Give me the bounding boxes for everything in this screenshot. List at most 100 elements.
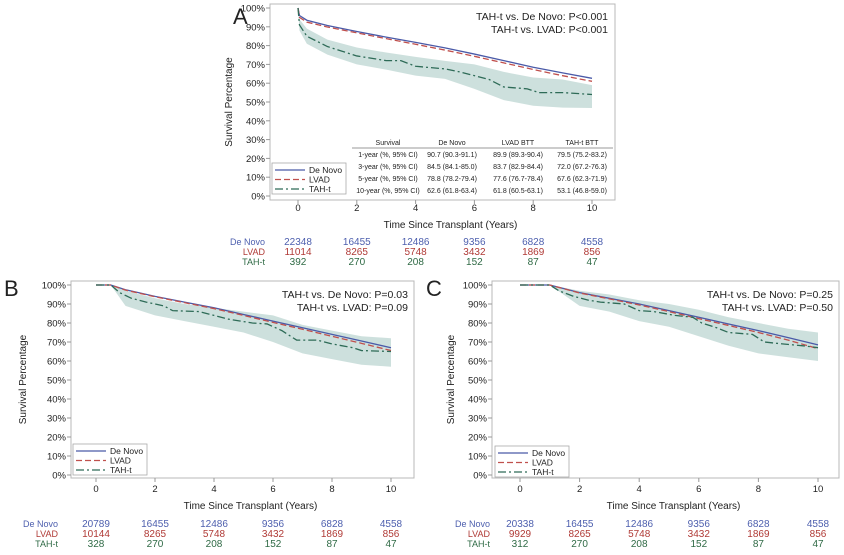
p-value-text: TAH-t vs. LVAD: P=0.50: [722, 302, 833, 314]
y-axis-title: Survival Percentage: [18, 334, 29, 424]
x-tick-label: 6: [696, 484, 701, 495]
at-risk-value: 1869: [747, 529, 770, 540]
at-risk-value: 856: [383, 529, 400, 540]
at-risk-value: 328: [88, 539, 105, 550]
y-tick-label: 40%: [468, 395, 488, 406]
at-risk-value: 5748: [404, 247, 427, 258]
number-at-risk-table: De Novo 20789 16455 12486 9356 6828 4558 LVAD 10…: [23, 519, 403, 550]
at-risk-value: 208: [206, 539, 223, 550]
panel-label: C: [426, 276, 442, 301]
x-tick-label: 0: [517, 484, 522, 495]
legend-label: TAH-t: [309, 184, 331, 194]
x-tick-label: 0: [93, 484, 98, 495]
x-tick-label: 4: [413, 203, 418, 214]
at-risk-value: 208: [407, 257, 424, 268]
at-risk-value: 6828: [522, 237, 545, 248]
legend-label: De Novo: [532, 448, 565, 458]
x-tick-label: 8: [329, 484, 334, 495]
y-tick-label: 10%: [47, 452, 67, 463]
at-risk-value: 1869: [321, 529, 344, 540]
table-cell: 78.8 (78.2-79.4): [427, 176, 477, 183]
at-risk-value: 856: [584, 247, 601, 258]
x-tick-label: 10: [587, 203, 598, 214]
at-risk-value: 22348: [284, 237, 312, 248]
p-value-text: TAH-t vs. De Novo: P=0.25: [707, 289, 833, 301]
panel-label: A: [233, 4, 248, 29]
y-tick-label: 20%: [47, 433, 67, 444]
at-risk-label: LVAD: [36, 529, 59, 539]
table-cell: 89.9 (89.3-90.4): [493, 152, 543, 159]
at-risk-value: 16455: [141, 519, 169, 530]
at-risk-value: 87: [528, 257, 540, 268]
at-risk-value: 4558: [380, 519, 403, 530]
at-risk-label: LVAD: [468, 529, 491, 539]
at-risk-value: 87: [326, 539, 338, 550]
at-risk-value: 16455: [566, 519, 594, 530]
y-tick-label: 50%: [246, 98, 266, 109]
at-risk-value: 3432: [262, 529, 285, 540]
at-risk-value: 11014: [284, 247, 312, 258]
y-tick-label: 70%: [246, 60, 266, 71]
series-line-lvad: [297, 7, 593, 82]
at-risk-value: 9356: [262, 519, 285, 530]
ci-band-tah-t: [298, 8, 592, 109]
at-risk-value: 12486: [625, 519, 653, 530]
y-tick-label: 30%: [47, 414, 67, 425]
legend-label: TAH-t: [532, 467, 554, 477]
legend-box: [72, 443, 148, 476]
table-header: TAH-t BTT: [566, 140, 600, 147]
y-tick-label: 10%: [246, 173, 266, 184]
x-tick-label: 2: [354, 203, 359, 214]
at-risk-value: 3432: [688, 529, 711, 540]
p-value-text: TAH-t vs. LVAD: P=0.09: [297, 302, 408, 314]
survival-table: Survival De Novo LVAD BTT TAH-t BTT 1-year (…: [352, 140, 613, 195]
y-tick-label: 90%: [47, 300, 67, 311]
at-risk-value: 270: [147, 539, 164, 550]
y-tick-label: 0%: [52, 471, 66, 482]
at-risk-value: 152: [690, 539, 707, 550]
legend-box: [271, 162, 347, 195]
y-tick-label: 80%: [246, 41, 266, 52]
x-tick-label: 6: [472, 203, 477, 214]
y-tick-label: 90%: [246, 22, 266, 33]
at-risk-value: 3432: [463, 247, 486, 258]
y-tick-label: 100%: [463, 281, 488, 292]
y-tick-label: 60%: [47, 357, 67, 368]
series-line-tah-t: [297, 7, 593, 96]
at-risk-value: 16455: [343, 237, 371, 248]
y-tick-label: 80%: [468, 319, 488, 330]
at-risk-value: 6828: [747, 519, 770, 530]
table-cell: 83.7 (82.9-84.4): [493, 164, 543, 171]
y-tick-label: 30%: [468, 414, 488, 425]
at-risk-value: 8265: [346, 247, 369, 258]
y-tick-label: 0%: [473, 471, 487, 482]
table-cell: 10-year (%, 95% CI): [356, 188, 419, 195]
y-tick-label: 80%: [47, 319, 67, 330]
table-cell: 62.6 (61.8-63.4): [427, 188, 477, 195]
table-cell: 67.6 (62.3-71.9): [557, 176, 607, 183]
at-risk-value: 270: [348, 257, 365, 268]
x-axis-title: Time Since Transplant (Years): [184, 501, 318, 512]
at-risk-value: 152: [265, 539, 282, 550]
number-at-risk-table: De Novo 20338 16455 12486 9356 6828 4558 LVAD 99…: [455, 519, 830, 550]
at-risk-value: 47: [385, 539, 397, 550]
y-tick-label: 40%: [47, 395, 67, 406]
at-risk-value: 270: [571, 539, 588, 550]
at-risk-value: 20789: [82, 519, 110, 530]
table-cell: 1-year (%, 95% CI): [358, 152, 418, 159]
y-axis-title: Survival Percentage: [446, 334, 457, 424]
series-line-lvad: [520, 284, 819, 350]
table-cell: 77.6 (76.7-78.4): [493, 176, 543, 183]
legend-label: TAH-t: [110, 465, 132, 475]
at-risk-value: 4558: [807, 519, 830, 530]
y-tick-label: 20%: [246, 154, 266, 165]
x-tick-label: 0: [295, 203, 300, 214]
table-cell: 84.5 (84.1-85.0): [427, 164, 477, 171]
table-cell: 53.1 (46.8-59.0): [557, 188, 607, 195]
series-line-tah-t: [520, 284, 819, 349]
at-risk-label: De Novo: [455, 519, 490, 529]
x-tick-label: 10: [813, 484, 824, 495]
